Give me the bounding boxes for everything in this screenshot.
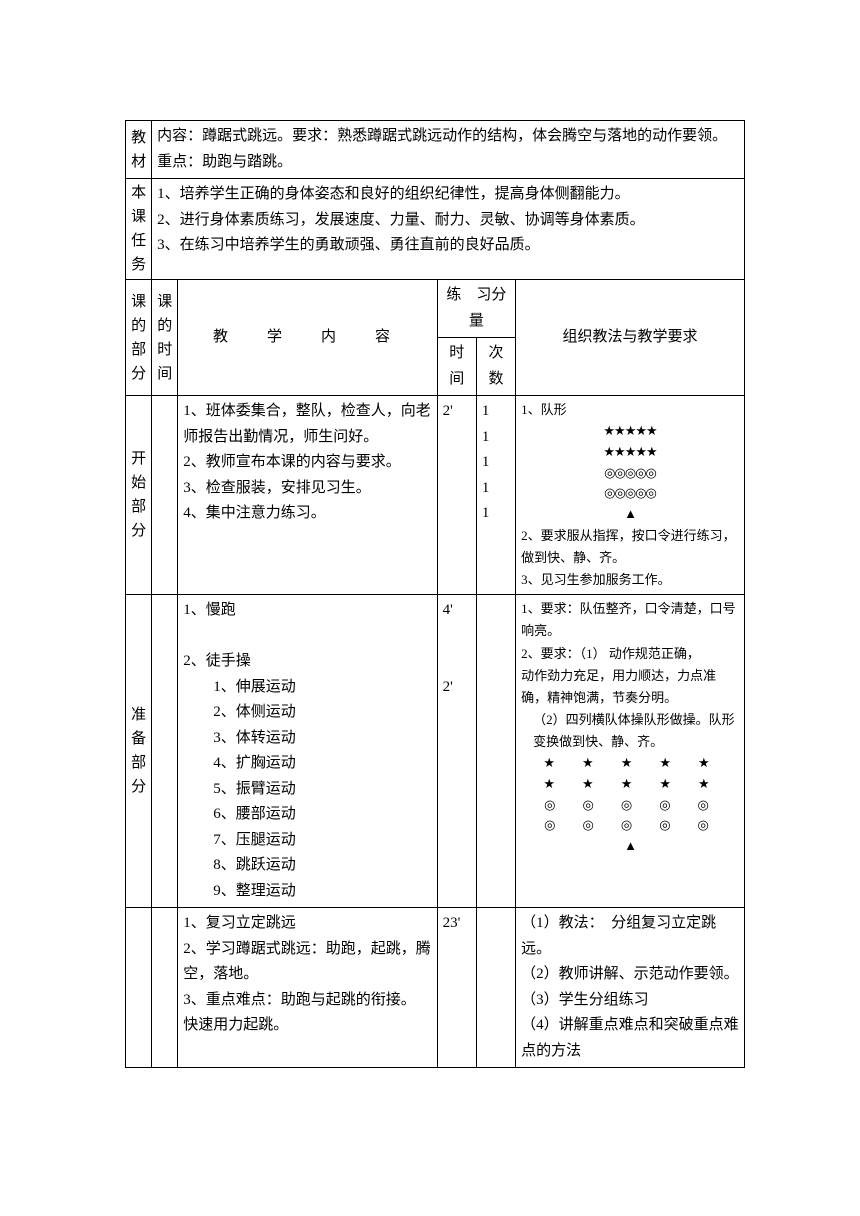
prep-stars1: ★ ★ ★ ★ ★ bbox=[521, 753, 739, 774]
start-time bbox=[152, 396, 178, 595]
prep-duration: 4' 2' bbox=[437, 595, 476, 908]
lesson-plan-table: 教材 内容：蹲踞式跳远。要求：熟悉蹲踞式跳远动作的结构，体会腾空与落地的动作要领… bbox=[125, 120, 745, 1068]
task-line2: 2、进行身体素质练习，发展速度、力量、耐力、灵敏、协调等身体素质。 bbox=[157, 208, 739, 234]
main-time bbox=[152, 908, 178, 1068]
main-content: 1、复习立定跳远 2、学习蹲踞式跳远：助跑，起跳，腾空，落地。 3、重点难点：助… bbox=[178, 908, 437, 1068]
main-method: （1）教法： 分组复习立定跳远。 （2）教师讲解、示范动作要领。 （3）学生分组… bbox=[516, 908, 745, 1068]
material-content: 内容：蹲踞式跳远。要求：熟悉蹲踞式跳远动作的结构，体会腾空与落地的动作要领。重点… bbox=[152, 121, 745, 179]
prep-m3: （2）四列横队体操队形做操。队形变换做到快、静、齐。 bbox=[521, 709, 739, 753]
prep-stars2: ★ ★ ★ ★ ★ bbox=[521, 774, 739, 795]
start-counts: 1 1 1 1 1 bbox=[476, 396, 515, 595]
header-practice: 练 习分 量 bbox=[437, 280, 515, 338]
label-prep: 准备部分 bbox=[126, 595, 152, 908]
task-line3: 3、在练习中培养学生的勇敢顽强、勇往直前的良好品质。 bbox=[157, 233, 739, 259]
prep-method: 1、要求：队伍整齐，口令清楚，口号响亮。 2、要求：（1） 动作规范正确， 动作… bbox=[516, 595, 745, 908]
label-main bbox=[126, 908, 152, 1068]
start-content: 1、班体委集合，整队，检查人，向老师报告出勤情况，师生问好。 2、教师宣布本课的… bbox=[178, 396, 437, 595]
prep-time bbox=[152, 595, 178, 908]
start-m1: 1、队形 bbox=[521, 399, 739, 421]
formation-stars1: ★★★★★ bbox=[521, 421, 739, 442]
formation-circles1: ◎◎◎◎◎ bbox=[521, 463, 739, 484]
start-method: 1、队形 ★★★★★ ★★★★★ ◎◎◎◎◎ ◎◎◎◎◎ ▲ 2、要求服从指挥，… bbox=[516, 396, 745, 595]
main-duration: 23' bbox=[437, 908, 476, 1068]
main-c1: 1、复习立定跳远 bbox=[183, 911, 431, 937]
start-c2: 2、教师宣布本课的内容与要求。 bbox=[183, 450, 431, 476]
label-material: 教材 bbox=[126, 121, 152, 179]
header-classtime: 课的时间 bbox=[152, 280, 178, 396]
prep-ex3: 3、体转运动 bbox=[183, 726, 431, 752]
main-m3: （3）学生分组练习 bbox=[521, 988, 739, 1014]
formation-stars2: ★★★★★ bbox=[521, 442, 739, 463]
prep-ex4: 4、扩胸运动 bbox=[183, 751, 431, 777]
start-c1: 1、班体委集合，整队，检查人，向老师报告出勤情况，师生问好。 bbox=[183, 399, 431, 450]
prep-m2a: 2、要求：（1） 动作规范正确， bbox=[521, 643, 739, 665]
prep-c2: 2、徒手操 bbox=[183, 649, 431, 675]
prep-ex5: 5、振臂运动 bbox=[183, 777, 431, 803]
prep-ex6: 6、腰部运动 bbox=[183, 802, 431, 828]
prep-circles2: ◎ ◎ ◎ ◎ ◎ bbox=[521, 815, 739, 836]
prep-ex2: 2、体侧运动 bbox=[183, 700, 431, 726]
prep-ex9: 9、整理运动 bbox=[183, 879, 431, 905]
header-count: 次数 bbox=[476, 338, 515, 396]
main-m2: （2）教师讲解、示范动作要领。 bbox=[521, 962, 739, 988]
row-start: 开始部分 1、班体委集合，整队，检查人，向老师报告出勤情况，师生问好。 2、教师… bbox=[126, 396, 745, 595]
header-duration: 时间 bbox=[437, 338, 476, 396]
prep-ex1: 1、伸展运动 bbox=[183, 675, 431, 701]
prep-triangle: ▲ bbox=[521, 836, 739, 857]
prep-counts bbox=[476, 595, 515, 908]
formation-triangle: ▲ bbox=[521, 504, 739, 525]
prep-ex7: 7、压腿运动 bbox=[183, 828, 431, 854]
row-material: 教材 内容：蹲踞式跳远。要求：熟悉蹲踞式跳远动作的结构，体会腾空与落地的动作要领… bbox=[126, 121, 745, 179]
prep-content: 1、慢跑 2、徒手操 1、伸展运动 2、体侧运动 3、体转运动 4、扩胸运动 5… bbox=[178, 595, 437, 908]
main-m4: （4）讲解重点难点和突破重点难点的方法 bbox=[521, 1013, 739, 1064]
start-m3: 3、见习生参加服务工作。 bbox=[521, 569, 739, 591]
main-c2: 2、学习蹲踞式跳远：助跑，起跳，腾空，落地。 bbox=[183, 937, 431, 988]
row-prep: 准备部分 1、慢跑 2、徒手操 1、伸展运动 2、体侧运动 3、体转运动 4、扩… bbox=[126, 595, 745, 908]
start-duration: 2' bbox=[437, 396, 476, 595]
prep-m2b: 动作劲力充足，用力顺达，力点准确，精神饱满，节奏分明。 bbox=[521, 665, 739, 709]
prep-m1: 1、要求：队伍整齐，口令清楚，口号响亮。 bbox=[521, 598, 739, 642]
main-c4: 快速用力起跳。 bbox=[183, 1013, 431, 1039]
main-counts bbox=[476, 908, 515, 1068]
start-c4: 4、集中注意力练习。 bbox=[183, 501, 431, 527]
row-main: 1、复习立定跳远 2、学习蹲踞式跳远：助跑，起跳，腾空，落地。 3、重点难点：助… bbox=[126, 908, 745, 1068]
task-line1: 1、培养学生正确的身体姿态和良好的组织纪律性，提高身体侧翻能力。 bbox=[157, 182, 739, 208]
header-row-1: 课的部分 课的时间 教 学 内 容 练 习分 量 组织教法与教学要求 bbox=[126, 280, 745, 338]
start-c3: 3、检查服装，安排见习生。 bbox=[183, 476, 431, 502]
row-task: 本课任务 1、培养学生正确的身体姿态和良好的组织纪律性，提高身体侧翻能力。 2、… bbox=[126, 179, 745, 280]
task-content: 1、培养学生正确的身体姿态和良好的组织纪律性，提高身体侧翻能力。 2、进行身体素… bbox=[152, 179, 745, 280]
main-m1: （1）教法： 分组复习立定跳远。 bbox=[521, 911, 739, 962]
prep-ex8: 8、跳跃运动 bbox=[183, 853, 431, 879]
start-m2: 2、要求服从指挥，按口令进行练习，做到快、静、齐。 bbox=[521, 525, 739, 569]
label-task: 本课任务 bbox=[126, 179, 152, 280]
header-method: 组织教法与教学要求 bbox=[516, 280, 745, 396]
main-c3: 3、重点难点：助跑与起跳的衔接。 bbox=[183, 988, 431, 1014]
formation-circles2: ◎◎◎◎◎ bbox=[521, 483, 739, 504]
label-start: 开始部分 bbox=[126, 396, 152, 595]
header-section: 课的部分 bbox=[126, 280, 152, 396]
header-content: 教 学 内 容 bbox=[178, 280, 437, 396]
prep-circles1: ◎ ◎ ◎ ◎ ◎ bbox=[521, 795, 739, 816]
prep-c1: 1、慢跑 bbox=[183, 598, 431, 624]
